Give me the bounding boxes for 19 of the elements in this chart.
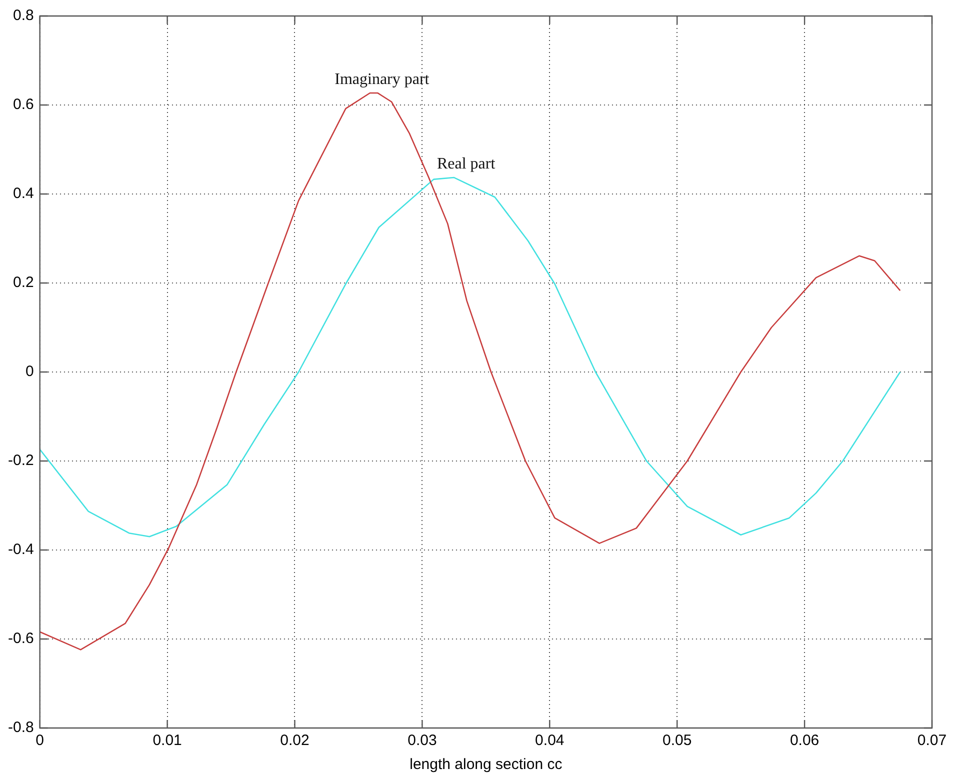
y-tick-label: 0.6 [12, 96, 34, 114]
x-tick-label: 0.06 [790, 732, 820, 750]
x-tick-label: 0.03 [408, 732, 437, 750]
y-tick-label: 0 [26, 363, 34, 380]
y-tick-label: 0.8 [12, 7, 34, 24]
x-tick-label: 0.01 [152, 732, 182, 750]
series-label: Imaginary part [334, 71, 430, 88]
x-tick-label: 0.02 [280, 732, 310, 750]
y-tick-label: 0.4 [12, 185, 34, 202]
x-tick-label: 0.04 [535, 732, 564, 750]
x-axis-title: length along section cc [410, 756, 563, 774]
y-tick-label: -0.8 [8, 719, 34, 736]
x-tick-label: 0.07 [917, 732, 947, 750]
x-tick-label: 0.05 [662, 732, 692, 750]
y-tick-label: -0.2 [8, 452, 34, 470]
series-label: Real part [436, 156, 496, 173]
y-tick-label: -0.4 [8, 541, 34, 558]
y-tick-label: 0.2 [12, 274, 34, 292]
y-tick-label: -0.6 [8, 630, 34, 648]
